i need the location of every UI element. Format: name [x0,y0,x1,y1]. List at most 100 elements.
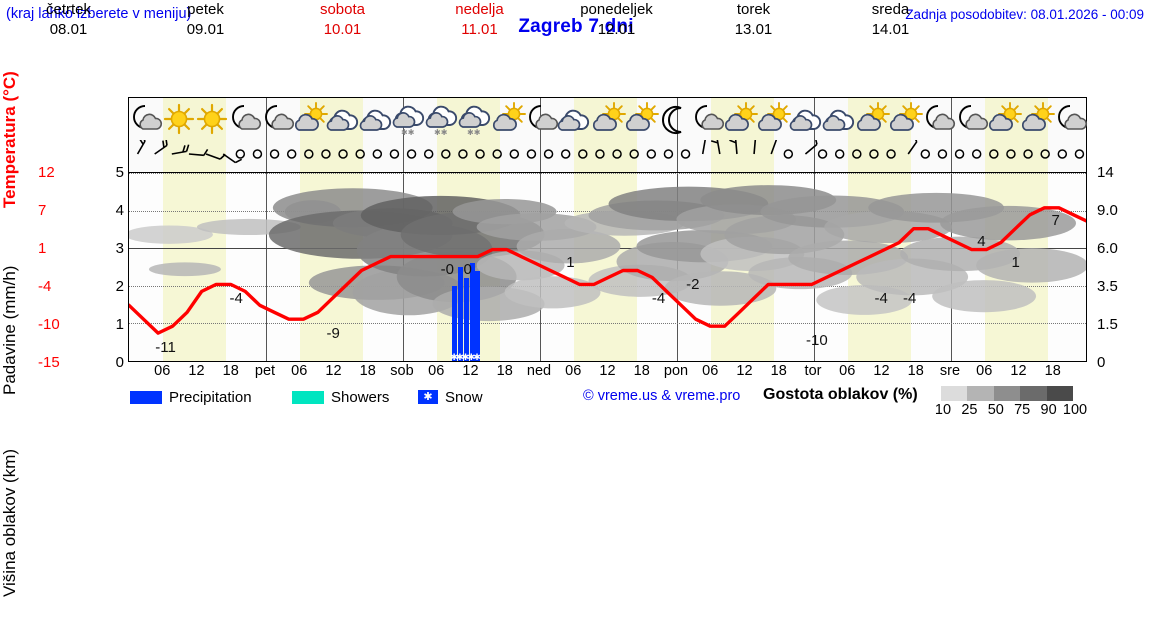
location-menu-note[interactable]: (kraj lahko izberete v meniju) [6,6,192,22]
meteogram-plot: ✱✱ ✱✱ ✱✱ ✱ ✱ ✱ ✱ ✱ -11 -4 -9 -0 0 1 -4 -2 -10 -4 -4 4 1 7 [128,97,1089,362]
sun-cloud-icon [491,101,527,138]
precipitation-tick-5: 0 [115,354,124,371]
density-tick-1: 25 [961,402,978,418]
density-tick-2: 50 [987,402,1004,418]
temperature-curve [129,206,1086,335]
cloud-snow-icon: ✱✱ [392,101,428,138]
day-name: nedelja [455,1,504,18]
cloud-height-tick-2: 6.0 [1097,240,1118,257]
time-tick-3: pet [254,363,276,379]
time-tick-5: 12 [325,363,342,379]
time-tick-26: 18 [1044,363,1061,379]
weather-icon-row: ✱✱ ✱✱ ✱✱ [128,97,1089,140]
time-tick-11: ned [526,363,552,379]
time-tick-20: 06 [839,363,856,379]
cloud-height-tick-0: 14 [1097,164,1114,181]
temperature-tick-5: -15 [38,354,60,371]
chart-plot-area: ✱ ✱ ✱ ✱ ✱ -11 -4 -9 -0 0 1 -4 -2 -10 -4 -4 4 1 7 [128,172,1087,362]
time-axis-ticks: 06 12 18 pet 06 12 18 sob 06 12 18 ned 06 12 18 pon 06 12… [128,363,1087,381]
precipitation-tick-3: 2 [115,278,124,295]
density-tick-0: 10 [934,402,952,418]
day-name: petek [187,1,224,18]
temperature-point-label-9: -4 [874,290,888,308]
precipitation-tick-4: 1 [115,316,124,333]
temperature-point-label-4: 0 [463,260,472,278]
legend-label-showers: Showers [331,388,390,406]
sun-cloud-icon [293,101,329,138]
gridline-4 [129,323,1086,325]
showers-swatch [292,390,324,404]
day-date: 11.01 [461,21,498,38]
copyright-link[interactable]: © vreme.us & vreme.pro [583,388,741,404]
temperature-tick-1: 7 [38,202,47,219]
sun-cloud-icon [756,101,792,138]
day-header-1: četrtek 08.01 [0,0,137,45]
cloud-density-field [129,185,1086,322]
temperature-point-label-5: 1 [566,253,575,271]
day-header-6: torek 13.01 [685,0,822,45]
snow-marker-4: ✱ [473,352,481,362]
sun-icon [161,101,197,138]
moon-cloud-icon [954,101,990,138]
cloud-height-tick-1: 9.0 [1097,202,1118,219]
legend-label-precipitation: Precipitation [169,388,252,406]
svg-text:✱✱: ✱✱ [434,128,448,137]
day-separator-3 [540,140,541,172]
precipitation-bar-3 [469,263,475,361]
moon-cloud-icon [1053,101,1089,138]
snow-marker-0: ✱ [450,352,458,362]
temperature-point-label-0: -11 [155,339,176,357]
day-separator-1 [266,140,267,172]
cloud-density-tick-labels: 10 25 50 75 90 100 [934,402,1087,418]
precipitation-bar-1 [458,267,464,361]
cloud-icon [326,101,362,138]
time-tick-6: 18 [359,363,376,379]
sun-cloud-icon [591,101,627,138]
day-header-bar: četrtek 08.01 petek 09.01 sobota 10.01 nedelja… [0,0,959,45]
daylight-band-0 [163,140,227,172]
density-step-0 [941,386,968,401]
time-tick-9: 12 [462,363,479,379]
gridline-0 [129,173,1086,174]
sun-cloud-icon [723,101,759,138]
temperature-point-label-11: 4 [977,232,986,250]
density-tick-4: 90 [1040,402,1057,418]
precipitation-bars: ✱ ✱ ✱ ✱ ✱ [129,173,1086,362]
day-separator-4 [677,98,678,140]
daylight-band-4 [711,140,775,172]
time-tick-17: 12 [736,363,753,379]
time-tick-23: sre [939,363,961,379]
cloud-icon [359,101,395,138]
moon-icon [657,101,693,138]
day-name: sreda [871,1,910,18]
day-header-2: petek 09.01 [137,0,274,45]
density-tick-3: 75 [1014,402,1031,418]
cloud-height-tick-4: 1.5 [1097,316,1118,333]
wind-barbs [136,140,1085,164]
temperature-tick-3: -4 [38,278,52,295]
temperature-tick-0: 12 [38,164,55,181]
time-tick-13: 12 [599,363,616,379]
legend-item-showers: Showers [292,387,389,407]
sun-cloud-icon [1020,101,1056,138]
temperature-point-label-13: 7 [1051,211,1060,229]
temperature-point-label-1: -4 [229,290,243,308]
cloud-snow-icon: ✱✱ [425,101,461,138]
precipitation-swatch [130,390,162,404]
density-step-2 [993,386,1021,401]
cloud-height-axis-title: Višina oblakov (km) [0,448,19,597]
last-update-label: Zadnja posodobitev: 08.01.2026 - 00:09 [905,7,1144,22]
sun-icon [194,101,230,138]
cloud-density-colorbar [941,386,1074,401]
temperature-point-label-3: -0 [440,260,454,278]
time-tick-0: 06 [154,363,171,379]
legend-item-snow: ✱ Snow [418,387,483,407]
precipitation-axis-title: Padavine (mm/h) [0,265,19,395]
day-date: 13.01 [734,21,773,38]
moon-cloud-icon [921,101,957,138]
time-tick-14: 18 [633,363,650,379]
temperature-tick-4: -10 [38,316,60,333]
temperature-axis-title: Temperatura (°C) [0,71,19,209]
time-tick-19: tor [804,363,822,379]
density-step-4 [1046,386,1074,401]
